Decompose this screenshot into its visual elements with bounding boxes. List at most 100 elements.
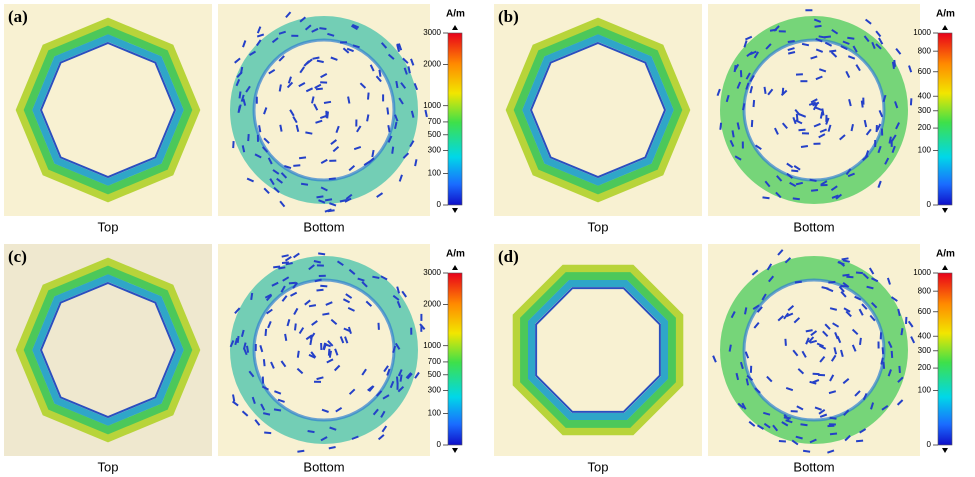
colorbar-tick-label: 1000 bbox=[423, 101, 441, 110]
current-arrow bbox=[329, 447, 336, 448]
current-arrow bbox=[720, 123, 721, 130]
current-arrow bbox=[274, 409, 281, 410]
current-arrow bbox=[397, 377, 398, 384]
current-arrow bbox=[325, 199, 332, 200]
current-arrow bbox=[770, 30, 777, 31]
current-arrow bbox=[893, 62, 894, 69]
colorbar-arrow bbox=[452, 25, 458, 30]
panel-label: (d) bbox=[498, 247, 519, 266]
current-arrow bbox=[830, 434, 837, 435]
current-arrow bbox=[829, 51, 836, 52]
current-arrow bbox=[264, 359, 265, 366]
current-arrow bbox=[233, 395, 234, 402]
current-arrow bbox=[392, 147, 393, 154]
current-arrow bbox=[240, 92, 241, 99]
colorbar-arrow bbox=[942, 448, 948, 453]
current-arrow bbox=[285, 334, 286, 341]
current-arrow bbox=[415, 159, 416, 166]
current-arrow bbox=[733, 130, 734, 137]
current-arrow bbox=[892, 351, 893, 358]
current-arrow bbox=[241, 67, 242, 74]
current-arrow bbox=[862, 101, 863, 108]
current-arrow bbox=[745, 307, 746, 314]
current-arrow bbox=[317, 290, 324, 291]
current-arrow bbox=[259, 125, 260, 132]
current-arrow bbox=[320, 286, 327, 287]
colorbar-arrow bbox=[942, 265, 948, 270]
current-arrow bbox=[309, 305, 316, 306]
colorbar-arrow bbox=[452, 265, 458, 270]
current-arrow bbox=[368, 93, 369, 100]
current-arrow bbox=[791, 171, 798, 172]
view-label: Bottom bbox=[793, 459, 834, 474]
current-arrow bbox=[856, 273, 863, 274]
current-arrow bbox=[372, 277, 379, 278]
current-arrow bbox=[289, 283, 296, 284]
current-arrow bbox=[803, 451, 810, 452]
colorbar-tick-label: 200 bbox=[918, 123, 932, 132]
colorbar-tick-label: 0 bbox=[927, 200, 932, 209]
colorbar-tick-label: 500 bbox=[428, 130, 442, 139]
current-arrow bbox=[239, 106, 240, 113]
current-arrow bbox=[819, 36, 826, 37]
panel: (b)TopBottomA/m01002003004006008001000 bbox=[494, 4, 955, 234]
view-label: Bottom bbox=[793, 219, 834, 234]
current-arrow bbox=[264, 433, 271, 434]
colorbar-tick-label: 300 bbox=[428, 146, 442, 155]
colorbar-tick-label: 500 bbox=[428, 370, 442, 379]
panel: (c)TopBottomA/m0100300500700100020003000 bbox=[4, 244, 465, 474]
current-arrow bbox=[329, 349, 330, 356]
colorbar-tick-label: 1000 bbox=[423, 341, 441, 350]
current-arrow bbox=[298, 351, 299, 358]
colorbar-tick-label: 100 bbox=[428, 169, 442, 178]
current-arrow bbox=[785, 339, 786, 346]
current-arrow bbox=[743, 103, 744, 110]
current-arrow bbox=[795, 282, 802, 283]
colorbar-tick-label: 2000 bbox=[423, 60, 441, 69]
current-arrow bbox=[310, 338, 311, 345]
current-arrow bbox=[830, 418, 837, 419]
current-arrow bbox=[901, 328, 902, 335]
current-arrow bbox=[801, 146, 808, 147]
current-arrow bbox=[856, 441, 863, 442]
colorbar bbox=[448, 33, 462, 205]
colorbar-tick-label: 700 bbox=[428, 357, 442, 366]
current-arrow bbox=[730, 345, 731, 352]
current-arrow bbox=[797, 114, 798, 121]
current-arrow bbox=[883, 347, 884, 354]
colorbar-tick-label: 1000 bbox=[913, 28, 931, 37]
panel-label: (c) bbox=[8, 247, 27, 266]
current-arrow bbox=[822, 109, 823, 116]
view-label: Top bbox=[98, 459, 119, 474]
colorbar-tick-label: 200 bbox=[918, 363, 932, 372]
panel: (d)TopBottomA/m01002003004006008001000 bbox=[494, 244, 955, 474]
colorbar-tick-label: 0 bbox=[437, 440, 442, 449]
colorbar-tick-label: 800 bbox=[918, 46, 932, 55]
view-label: Top bbox=[588, 459, 609, 474]
colorbar-tick-label: 600 bbox=[918, 307, 932, 316]
current-arrow bbox=[295, 324, 296, 331]
current-arrow bbox=[301, 184, 308, 185]
current-arrow bbox=[754, 100, 755, 107]
colorbar-unit: A/m bbox=[446, 9, 465, 20]
current-arrow bbox=[247, 346, 248, 353]
colorbar-tick-label: 600 bbox=[918, 67, 932, 76]
current-arrow bbox=[401, 375, 402, 382]
current-arrow bbox=[297, 451, 304, 452]
view-label: Top bbox=[588, 219, 609, 234]
current-arrow bbox=[379, 70, 380, 77]
current-arrow bbox=[806, 330, 813, 331]
current-arrow bbox=[322, 314, 329, 315]
current-arrow bbox=[388, 125, 389, 132]
colorbar-tick-label: 0 bbox=[927, 440, 932, 449]
current-arrow bbox=[801, 424, 808, 425]
colorbar-tick-label: 3000 bbox=[423, 268, 441, 277]
figure: (a)TopBottomA/m0100300500700100020003000… bbox=[0, 0, 975, 477]
colorbar-arrow bbox=[942, 208, 948, 213]
colorbar-tick-label: 1000 bbox=[913, 268, 931, 277]
current-arrow bbox=[280, 125, 281, 132]
current-arrow bbox=[273, 267, 280, 268]
current-arrow bbox=[387, 108, 388, 115]
current-arrow bbox=[266, 329, 267, 336]
view-label: Bottom bbox=[303, 459, 344, 474]
